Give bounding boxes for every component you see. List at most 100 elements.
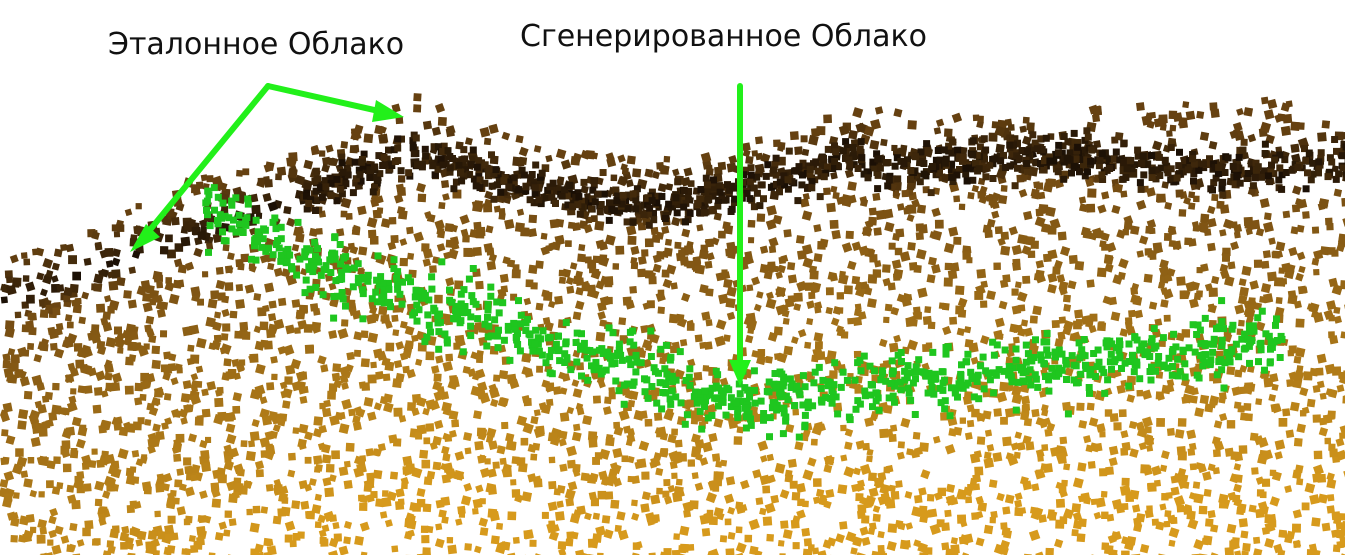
reference-point [613, 426, 624, 436]
reference-point [359, 521, 370, 532]
reference-point [950, 544, 960, 554]
reference-point [1280, 102, 1291, 112]
reference-point [1037, 191, 1046, 200]
reference-point [1208, 400, 1217, 409]
reference-ridge-point [858, 154, 866, 162]
reference-point [793, 303, 802, 311]
reference-point [1263, 109, 1275, 120]
reference-point [1213, 440, 1225, 452]
reference-point [1058, 488, 1068, 498]
reference-point [295, 225, 305, 236]
reference-point [310, 144, 320, 154]
reference-ridge-point [672, 194, 680, 202]
reference-point [259, 321, 269, 331]
reference-point [214, 311, 222, 319]
generated-point [411, 293, 419, 301]
reference-point [187, 344, 195, 352]
reference-point [1221, 253, 1231, 262]
reference-point [63, 286, 73, 297]
reference-ridge-point [945, 142, 953, 150]
reference-ridge-point [469, 146, 477, 154]
reference-point [793, 292, 803, 302]
reference-point [791, 491, 801, 501]
reference-point [966, 419, 975, 428]
reference-point [205, 316, 216, 328]
reference-point [1109, 413, 1119, 422]
reference-point [114, 326, 122, 335]
reference-point [975, 537, 985, 547]
reference-point [1287, 290, 1297, 299]
reference-point [71, 416, 82, 427]
generated-point [672, 393, 680, 401]
reference-point [815, 488, 825, 498]
reference-point [1282, 210, 1291, 219]
reference-point [123, 421, 132, 430]
reference-ridge-point [1288, 166, 1296, 174]
reference-ridge-point [358, 158, 366, 166]
reference-point [144, 419, 152, 426]
reference-point [206, 381, 217, 391]
reference-ridge-point [1018, 147, 1026, 154]
reference-point [859, 198, 869, 207]
reference-point [565, 276, 575, 285]
reference-ridge-point [629, 218, 637, 226]
reference-point [625, 438, 634, 447]
reference-point [698, 421, 706, 429]
reference-point [777, 540, 785, 547]
reference-point [943, 242, 955, 254]
reference-point [1136, 102, 1145, 111]
reference-point [801, 210, 813, 221]
reference-point [928, 256, 937, 266]
reference-point [976, 413, 985, 422]
reference-ridge-point [434, 143, 442, 151]
reference-point [1199, 394, 1210, 405]
generated-point [1147, 376, 1155, 384]
reference-point [1200, 213, 1210, 223]
reference-point [1302, 211, 1310, 219]
reference-ridge-point [314, 175, 322, 183]
reference-point [36, 272, 45, 281]
reference-point [295, 233, 305, 243]
reference-point [1130, 287, 1139, 295]
reference-point [604, 491, 614, 500]
reference-ridge-point [816, 193, 824, 201]
reference-point [359, 494, 369, 504]
generated-point [897, 386, 905, 394]
reference-point [802, 148, 810, 156]
reference-ridge-point [878, 155, 885, 163]
reference-point [969, 452, 981, 464]
reference-point [1069, 333, 1078, 342]
reference-point [276, 166, 287, 176]
reference-point [135, 203, 142, 210]
reference-ridge-point [352, 175, 360, 183]
reference-point [1004, 494, 1015, 504]
reference-point [962, 395, 973, 405]
reference-point [1058, 280, 1069, 291]
reference-point [1022, 116, 1030, 124]
generated-point [786, 375, 794, 383]
reference-point [143, 486, 152, 495]
reference-point [663, 155, 671, 163]
reference-ridge-point [1207, 185, 1215, 193]
reference-point [1072, 511, 1083, 522]
reference-ridge-point [773, 180, 780, 188]
reference-ridge-point [959, 153, 967, 161]
reference-point [1039, 420, 1048, 429]
reference-point [604, 234, 616, 246]
reference-point [136, 530, 147, 541]
reference-point [354, 535, 364, 546]
reference-point [889, 342, 899, 353]
reference-point [441, 516, 449, 524]
reference-point [766, 453, 775, 462]
generated-point [320, 266, 328, 274]
reference-ridge-point [355, 166, 363, 174]
reference-point [1011, 288, 1019, 296]
reference-point [1238, 278, 1247, 287]
reference-point [1318, 427, 1329, 437]
generated-point [561, 350, 569, 358]
reference-ridge-point [1294, 164, 1302, 171]
reference-point [433, 390, 445, 402]
reference-point [1222, 247, 1231, 256]
reference-point [1226, 366, 1236, 376]
reference-point [14, 311, 22, 319]
